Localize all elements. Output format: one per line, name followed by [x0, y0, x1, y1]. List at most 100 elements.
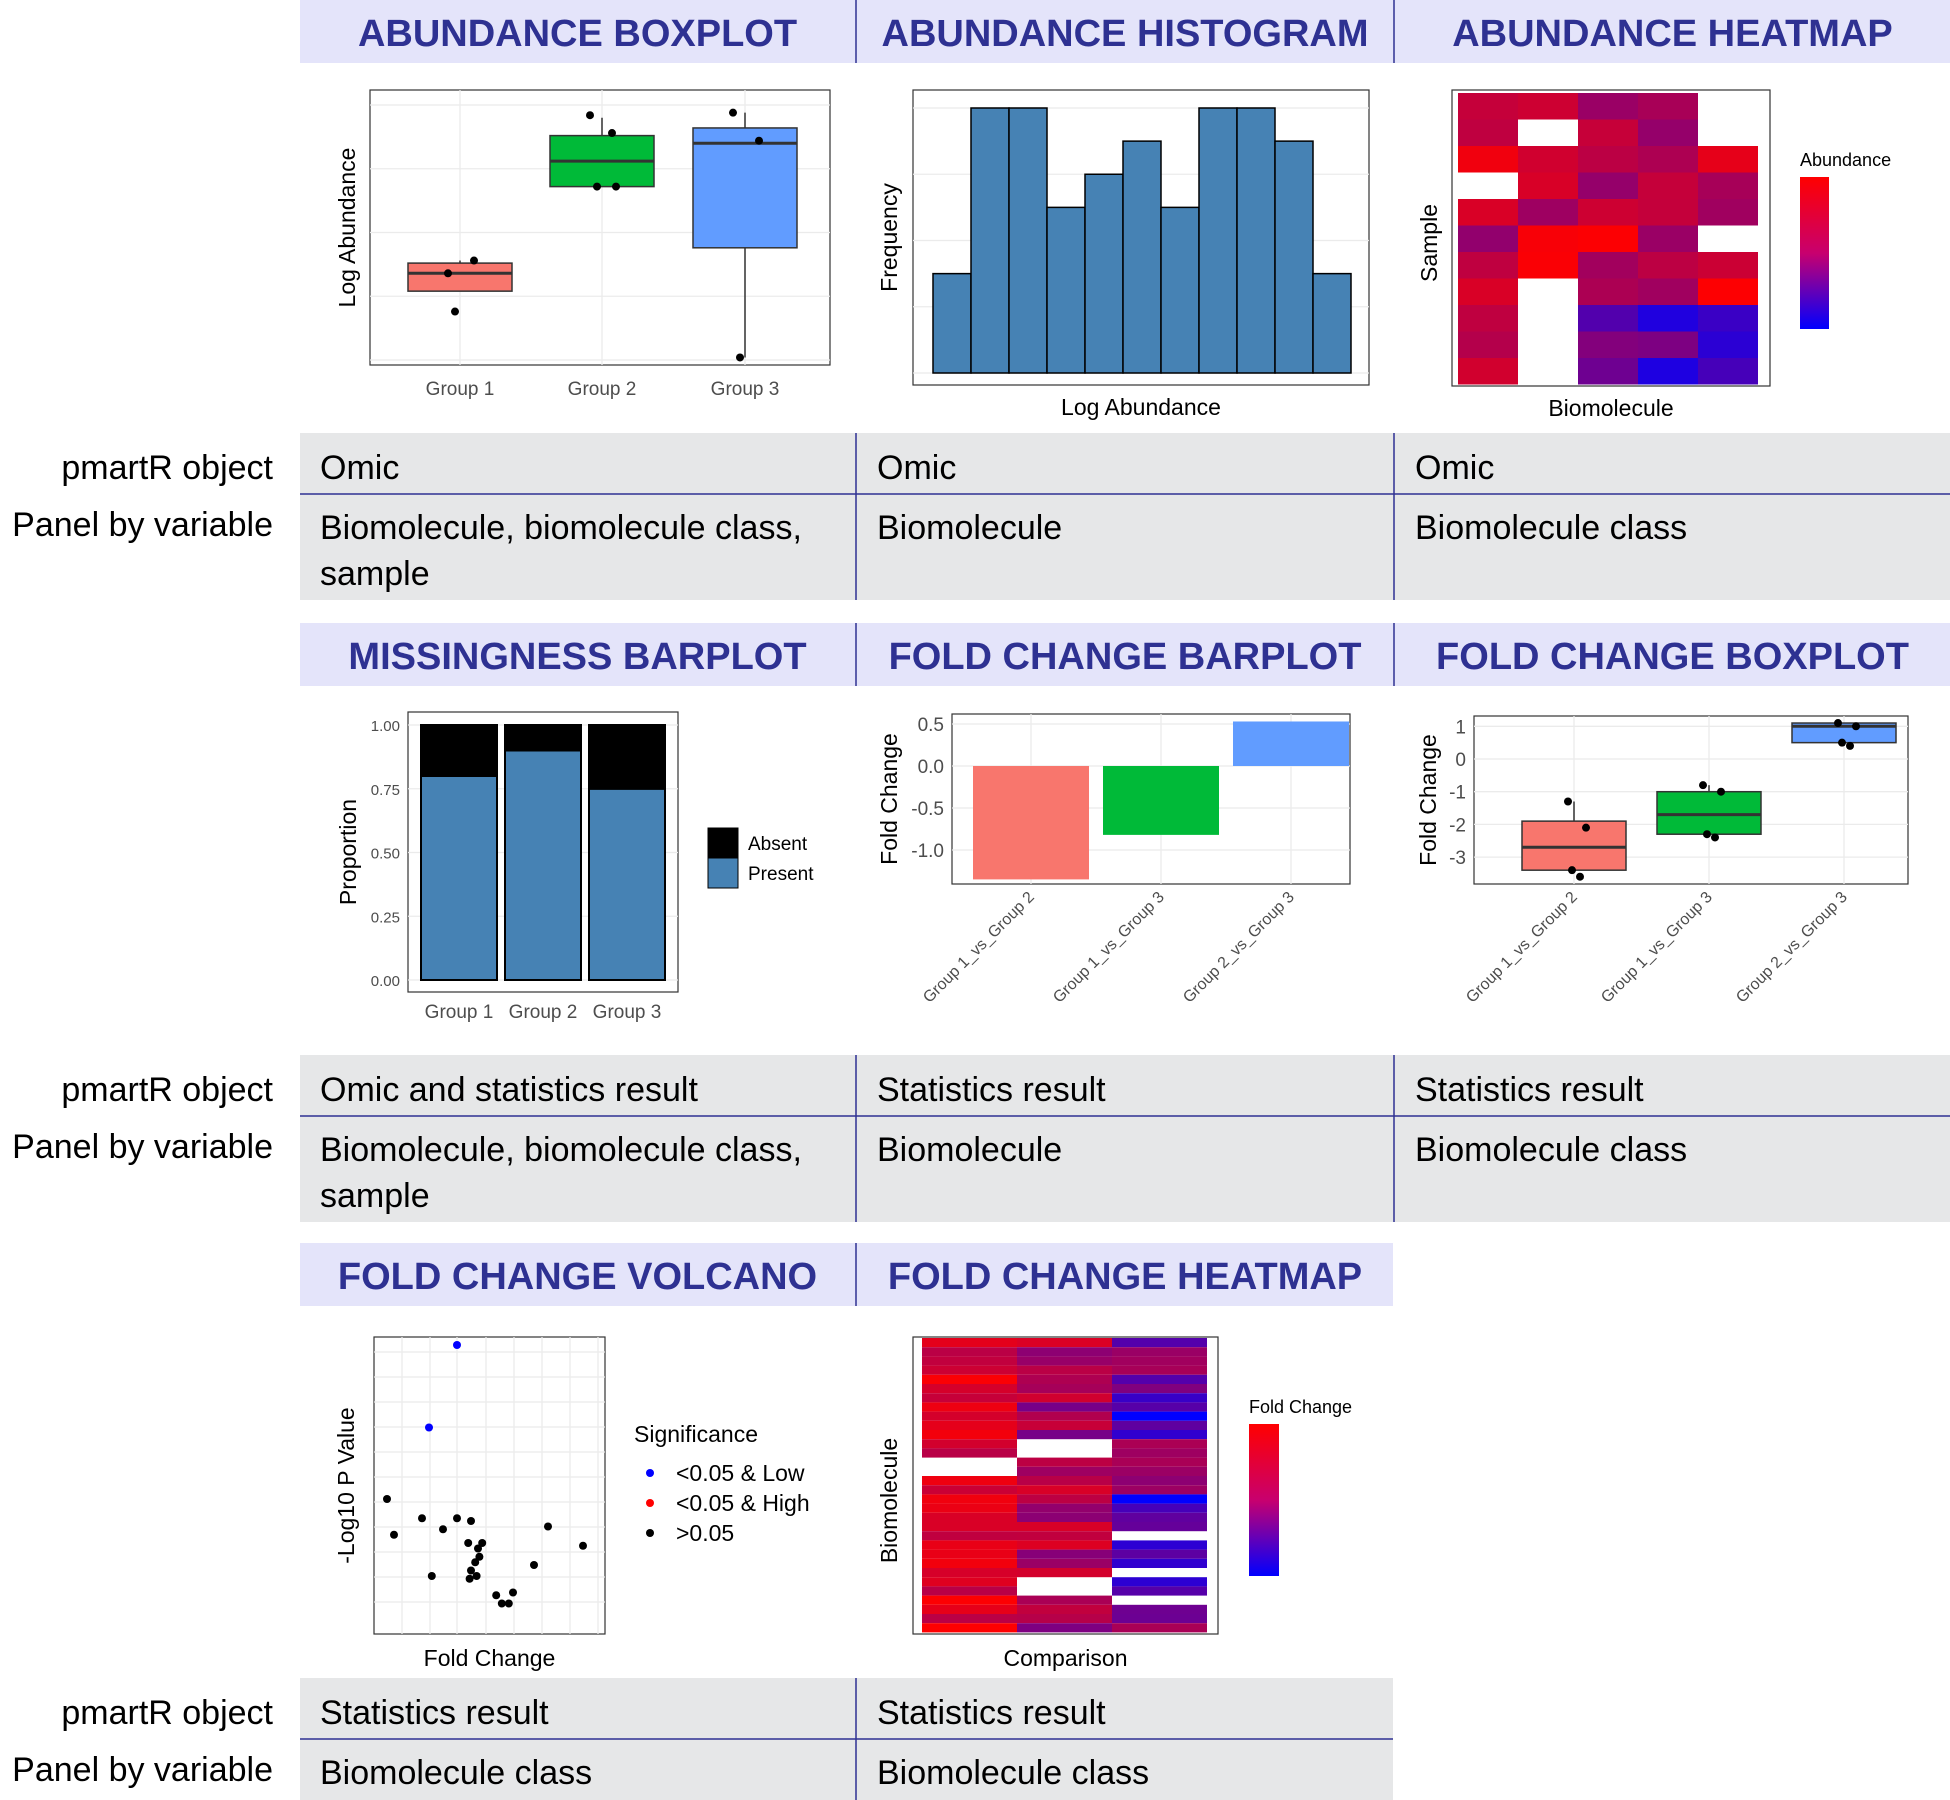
heatmap-cell	[922, 1476, 1017, 1486]
panel-title: FOLD CHANGE BARPLOT	[889, 636, 1362, 678]
data-point	[464, 1539, 473, 1547]
heatmap-cell	[1698, 358, 1758, 385]
data-point	[1717, 787, 1725, 796]
heatmap-cell	[1017, 1503, 1112, 1513]
y-axis-label: Log Abundance	[334, 148, 360, 308]
heatmap-cell	[1017, 1384, 1112, 1394]
heatmap-cell	[1017, 1595, 1112, 1605]
data-point	[497, 1599, 506, 1608]
chart-abundance-heatmap: Abundance Biomolecule Sample	[1416, 89, 1891, 421]
heatmap-cell	[922, 1430, 1017, 1440]
y-tick-label: 0.0	[918, 757, 944, 778]
bar	[1103, 766, 1219, 835]
heatmap-cell	[1638, 331, 1698, 358]
heatmap-cell	[922, 1411, 1017, 1421]
heatmap-cell	[922, 1522, 1017, 1532]
panel-title: FOLD CHANGE BOXPLOT	[1436, 636, 1909, 678]
table-background	[300, 1055, 1950, 1222]
panel-title: FOLD CHANGE VOLCANO	[338, 1256, 817, 1298]
data-point	[425, 1423, 433, 1432]
heatmap-cell	[922, 1347, 1017, 1357]
legend-colorbar	[1800, 177, 1829, 329]
x-tick-label: Group 3	[711, 379, 780, 400]
heatmap-cell	[922, 1558, 1017, 1568]
chart-abundance-histogram: Log Abundance Frequency	[876, 89, 1370, 420]
row-label-panel: Panel by variable	[12, 1751, 273, 1789]
legend-label: >0.05	[676, 1520, 734, 1546]
heatmap-cell	[1017, 1338, 1112, 1348]
histogram-bar	[1312, 272, 1352, 374]
box	[692, 127, 798, 249]
heatmap-cell	[922, 1485, 1017, 1495]
heatmap-cell	[1112, 1540, 1207, 1550]
y-axis-label: Fold Change	[876, 733, 902, 865]
pmartr-object-value: Statistics result	[877, 1694, 1106, 1732]
heatmap-cell	[922, 1503, 1017, 1513]
heatmap-cell	[1017, 1347, 1112, 1357]
data-point	[504, 1599, 513, 1608]
heatmap-cell	[922, 1393, 1017, 1403]
heatmap-cell	[1578, 93, 1638, 120]
heatmap-cell	[922, 1384, 1017, 1394]
data-point	[544, 1522, 552, 1531]
x-tick-label: Group 3	[593, 1002, 662, 1023]
histogram-bar	[1122, 140, 1162, 374]
heatmap-cell	[1638, 172, 1698, 199]
header-band	[300, 1243, 1393, 1306]
legend-title: Abundance	[1800, 150, 1891, 170]
y-tick-label: -0.5	[911, 799, 944, 820]
heatmap-cell	[1638, 225, 1698, 252]
data-point	[451, 307, 459, 316]
heatmap-cell	[1112, 1604, 1207, 1614]
heatmap-cell	[1638, 305, 1698, 332]
pmartr-object-value: Omic	[877, 449, 956, 487]
heatmap-cell	[1112, 1448, 1207, 1458]
legend-label: Present	[748, 864, 814, 885]
heatmap-cell	[1638, 146, 1698, 173]
histogram-bar	[1274, 140, 1314, 374]
data-point	[470, 256, 478, 265]
data-point	[509, 1588, 517, 1597]
data-point	[471, 1558, 480, 1567]
heatmap-cell	[922, 1540, 1017, 1550]
x-tick-label: Group 1_vs_Group 2	[1463, 889, 1581, 1007]
heatmap-cell	[922, 1577, 1017, 1587]
heatmap-cell	[1017, 1356, 1112, 1366]
heatmap-cell	[1017, 1522, 1112, 1532]
panel-by-value: sample	[320, 1177, 430, 1215]
data-point	[444, 269, 452, 278]
pmartr-object-value: Statistics result	[1415, 1071, 1644, 1109]
data-point	[390, 1530, 398, 1539]
heatmap-cell	[1698, 172, 1758, 199]
heatmap-cell	[922, 1338, 1017, 1348]
heatmap-cell	[1017, 1604, 1112, 1614]
bar-present	[420, 775, 498, 981]
heatmap-cell	[1112, 1430, 1207, 1440]
heatmap-cell	[1518, 146, 1578, 173]
data-point	[1568, 866, 1576, 875]
chart-fold-change-boxplot: Group 1_vs_Group 2 Group 1_vs_Group 3 Grou…	[1415, 715, 1909, 1007]
heatmap-cell	[1017, 1485, 1112, 1495]
heatmap-cell	[1017, 1494, 1112, 1504]
heatmap-cell	[1112, 1522, 1207, 1532]
chart-fold-change-heatmap: Comparison Biomolecule Fold Change	[876, 1336, 1352, 1671]
histogram-bar	[970, 107, 1010, 374]
heatmap-cell	[1698, 305, 1758, 332]
legend-swatch-present	[707, 857, 739, 889]
heatmap-cell	[1112, 1623, 1207, 1633]
histogram-bar	[932, 272, 972, 374]
pmartr-object-value: Statistics result	[320, 1694, 549, 1732]
heatmap-cell	[1112, 1476, 1207, 1486]
histogram-bar	[1046, 206, 1086, 374]
heatmap-cell	[1638, 93, 1698, 120]
x-tick-label: Group 1_vs_Group 2	[920, 889, 1038, 1007]
x-tick-label: Group 2	[568, 379, 637, 400]
data-point	[465, 1574, 474, 1583]
heatmap-cell	[1017, 1411, 1112, 1421]
data-point	[608, 129, 616, 138]
data-point	[586, 111, 594, 120]
heatmap-cell	[1578, 331, 1638, 358]
x-axis-label: Fold Change	[424, 1645, 556, 1671]
legend-swatch-absent	[707, 827, 739, 859]
data-point	[474, 1544, 482, 1553]
